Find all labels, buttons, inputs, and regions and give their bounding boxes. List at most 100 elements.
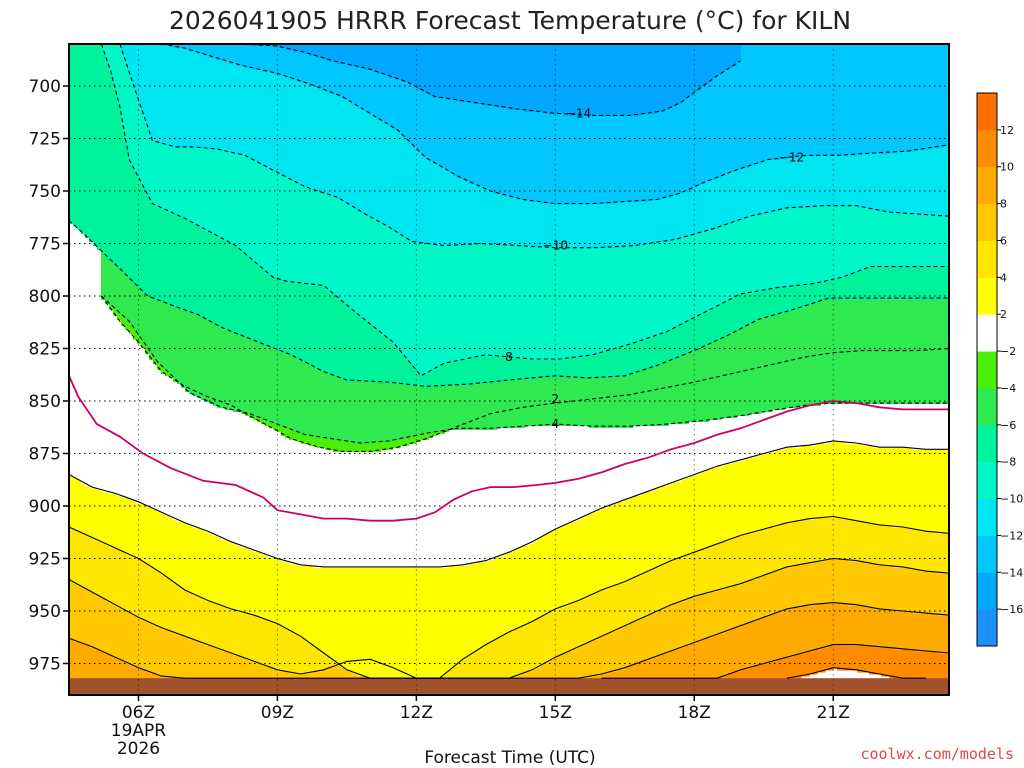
field-cell [869, 154, 874, 211]
field-cell [849, 300, 854, 405]
field-cell [69, 224, 74, 477]
field-cell [565, 248, 570, 361]
field-cell [853, 44, 858, 157]
y-tick-label: 950 [29, 602, 61, 622]
field-cell [417, 44, 422, 91]
field-cell [413, 44, 418, 87]
field-cell [317, 568, 322, 651]
field-cell [577, 358, 582, 379]
field-cell [197, 642, 202, 681]
field-cell [629, 580, 634, 625]
field-cell [605, 428, 610, 509]
field-cell [513, 380, 518, 429]
field-cell [213, 406, 218, 537]
field-cell [441, 568, 446, 677]
field-cell [745, 460, 750, 535]
colorbar-swatch [977, 535, 997, 573]
field-cell [381, 122, 386, 225]
field-cell [489, 106, 494, 193]
y-tick-label: 725 [29, 130, 61, 150]
field-cell [789, 208, 794, 289]
field-cell [673, 560, 678, 605]
field-cell [653, 568, 658, 615]
field-cell [885, 610, 890, 649]
field-cell [73, 642, 78, 683]
field-cell [433, 386, 438, 433]
field-cell [865, 646, 870, 673]
field-cell [597, 510, 602, 593]
field-cell [521, 626, 526, 675]
field-cell [425, 160, 430, 245]
field-cell [905, 448, 910, 529]
field-cell [869, 210, 874, 269]
field-cell [813, 44, 818, 157]
field-cell [545, 44, 550, 115]
field-cell [361, 68, 366, 111]
field-cell [185, 312, 190, 393]
field-cell [613, 586, 618, 633]
field-cell [865, 208, 870, 269]
field-cell [597, 378, 602, 429]
field-cell [817, 406, 822, 445]
field-cell [333, 440, 338, 453]
field-cell [361, 110, 366, 215]
field-cell [593, 640, 598, 677]
field-cell [893, 650, 898, 679]
field-cell [845, 520, 850, 561]
field-cell [341, 668, 346, 681]
field-cell [509, 428, 514, 553]
field-cell [509, 44, 514, 111]
field-cell [625, 202, 630, 247]
field-cell [309, 436, 314, 447]
field-cell [593, 248, 598, 357]
field-cell [137, 618, 142, 669]
field-cell [221, 652, 226, 681]
field-cell [649, 338, 654, 369]
field-cell [421, 440, 426, 569]
field-cell [773, 44, 778, 161]
field-cell [917, 614, 922, 653]
field-cell [857, 404, 862, 445]
field-cell [137, 44, 142, 103]
field-cell [941, 534, 946, 575]
field-cell [117, 312, 122, 321]
y-tick-label: 700 [29, 77, 61, 97]
field-cell [709, 420, 714, 471]
field-cell [897, 612, 902, 651]
field-cell [757, 532, 762, 579]
field-cell [141, 348, 146, 505]
field-cell [481, 562, 486, 649]
field-cell [737, 220, 742, 297]
field-cell [501, 358, 506, 383]
field-cell [797, 566, 802, 609]
field-cell [633, 496, 638, 579]
field-cell [929, 614, 934, 653]
field-cell [377, 452, 382, 569]
field-cell [237, 154, 242, 251]
field-cell [437, 166, 442, 247]
field-cell [125, 44, 130, 67]
field-cell [801, 406, 806, 447]
field-cell [525, 112, 530, 201]
field-cell [685, 354, 690, 425]
field-cell [737, 62, 742, 171]
field-cell [665, 486, 670, 565]
field-cell [461, 360, 466, 387]
field-cell [573, 358, 578, 379]
field-cell [361, 568, 366, 677]
field-cell [785, 568, 790, 611]
colorbar-label: 10 [1000, 161, 1014, 174]
field-cell [625, 582, 630, 627]
field-cell [585, 378, 590, 427]
field-cell [277, 352, 282, 427]
field-cell [689, 476, 694, 555]
field-cell [785, 312, 790, 409]
y-tick-label: 850 [29, 392, 61, 412]
field-cell [237, 66, 242, 155]
field-cell [325, 670, 330, 681]
field-cell [653, 490, 658, 569]
field-cell [481, 244, 486, 357]
field-cell [297, 44, 302, 53]
field-cell [341, 202, 346, 303]
field-cell [289, 440, 294, 565]
